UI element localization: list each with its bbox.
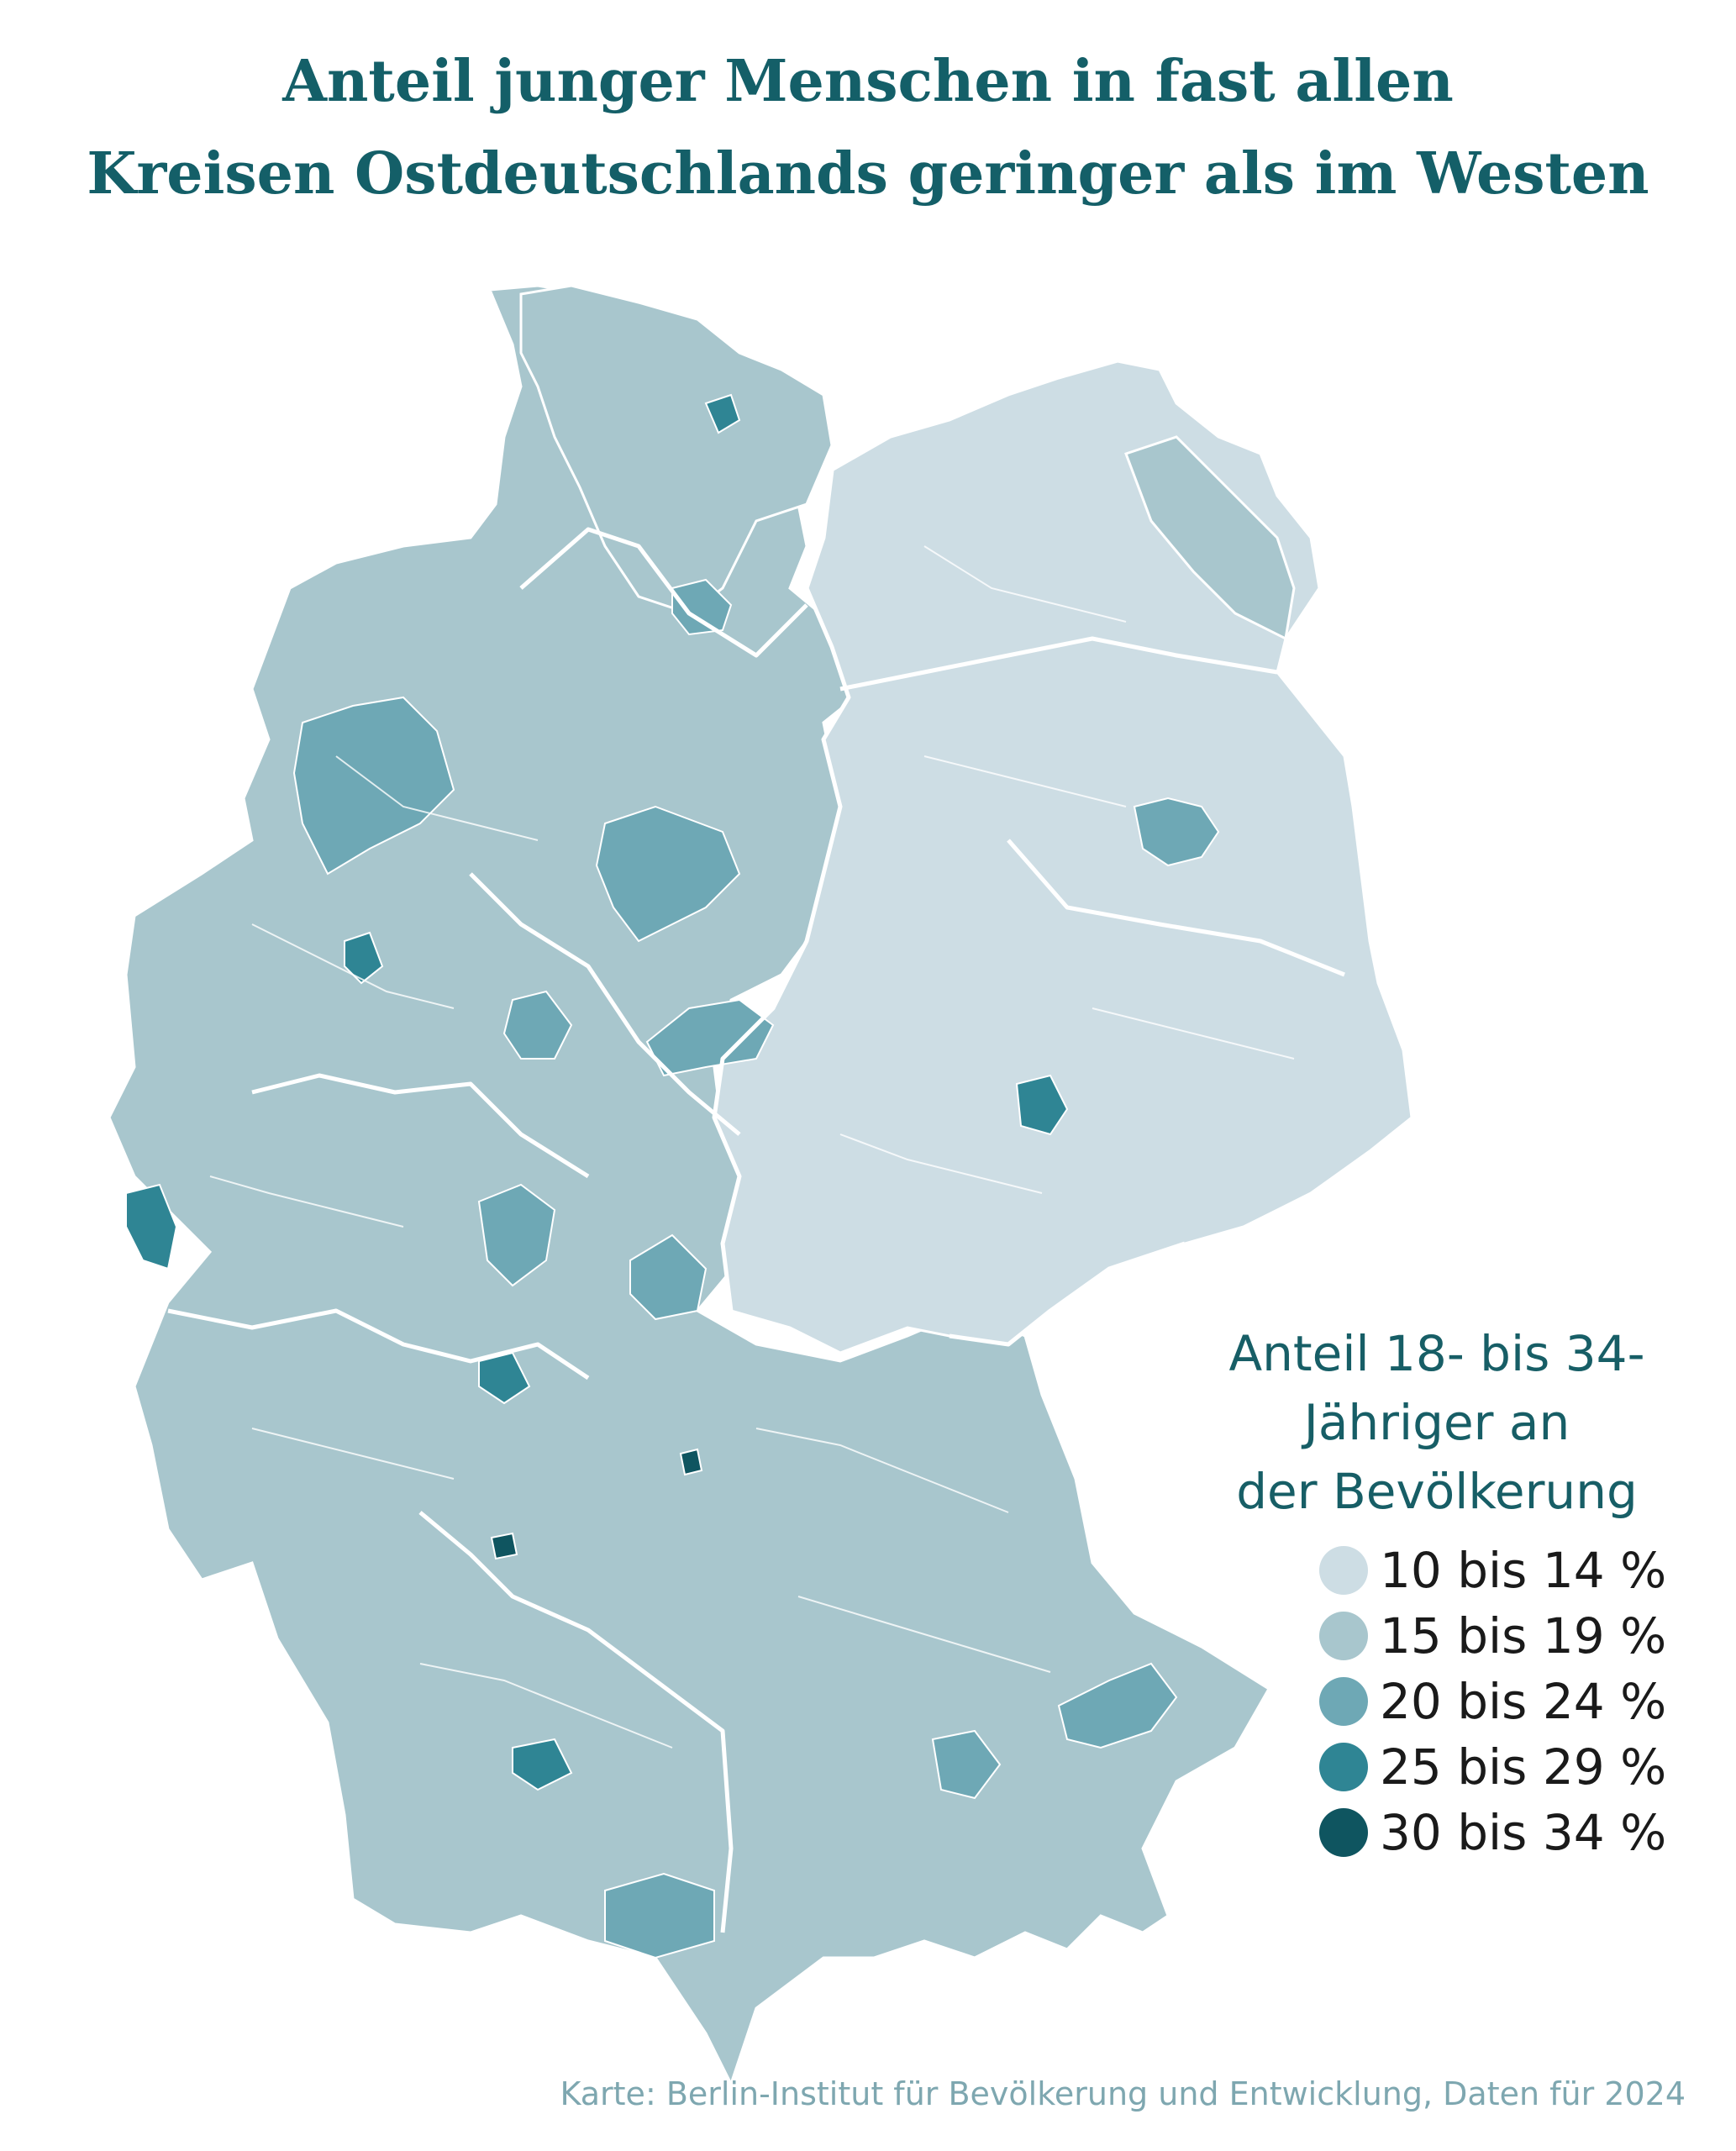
legend-item-15-19: 15 bis 19 % <box>1319 1603 1736 1669</box>
district-berlin <box>1133 797 1220 867</box>
legend: Anteil 18- bis 34- Jähriger an der Bevöl… <box>1185 1319 1689 1865</box>
legend-label-25-29: 25 bis 29 % <box>1380 1738 1667 1796</box>
district-wuerzburg <box>679 1448 703 1476</box>
legend-label-15-19: 15 bis 19 % <box>1380 1607 1667 1665</box>
legend-title-line-1: Anteil 18- bis 34- <box>1228 1325 1645 1382</box>
district-emsland <box>292 696 455 876</box>
district-regensburg <box>1057 1662 1178 1749</box>
district-giessen <box>477 1183 556 1287</box>
legend-item-30-34: 30 bis 34 % <box>1319 1800 1736 1865</box>
legend-swatch-15-19 <box>1319 1612 1368 1660</box>
district-heidelberg-city <box>490 1532 518 1560</box>
legend-item-20-24: 20 bis 24 % <box>1319 1669 1736 1734</box>
legend-label-20-24: 20 bis 24 % <box>1380 1673 1667 1730</box>
map-title-line-1: Anteil junger Menschen in fast allen <box>282 48 1454 115</box>
legend-title-line-3: der Bevölkerung <box>1236 1463 1638 1520</box>
district-hamburg <box>671 578 733 636</box>
source-credit: Karte: Berlin-Institut für Bevölkerung u… <box>560 2075 1686 2112</box>
district-hannover <box>595 805 741 943</box>
district-borders <box>209 545 1295 1749</box>
map-title-line-2: Kreisen Ostdeutschlands geringer als im … <box>87 140 1649 208</box>
district-stuttgart <box>512 1738 573 1791</box>
district-augsburg <box>931 1729 1002 1800</box>
map-title: Anteil junger Menschen in fast allen Kre… <box>0 35 1736 220</box>
district-aachen <box>125 1183 178 1270</box>
legend-swatch-10-14 <box>1319 1546 1368 1595</box>
district-muenster <box>502 990 573 1060</box>
district-muenchen <box>604 1872 715 1959</box>
state-borders <box>167 470 1345 1933</box>
legend-title: Anteil 18- bis 34- Jähriger an der Bevöl… <box>1185 1319 1689 1526</box>
legend-title-line-2: Jähriger an <box>1303 1394 1570 1451</box>
legend-label-30-34: 30 bis 34 % <box>1380 1804 1667 1861</box>
region-vorpommern <box>1124 435 1296 641</box>
legend-item-25-29: 25 bis 29 % <box>1319 1734 1736 1800</box>
legend-swatch-20-24 <box>1319 1677 1368 1726</box>
district-bielefeld <box>344 931 384 985</box>
legend-swatch-25-29 <box>1319 1743 1368 1791</box>
district-fulda <box>629 1233 708 1321</box>
district-kiel <box>704 393 741 434</box>
legend-swatch-30-34 <box>1319 1808 1368 1857</box>
legend-label-10-14: 10 bis 14 % <box>1380 1542 1667 1599</box>
legend-items: 10 bis 14 % 15 bis 19 % 20 bis 24 % 25 b… <box>1319 1538 1736 1865</box>
district-leipzig <box>1015 1074 1069 1136</box>
legend-item-10-14: 10 bis 14 % <box>1319 1538 1736 1603</box>
